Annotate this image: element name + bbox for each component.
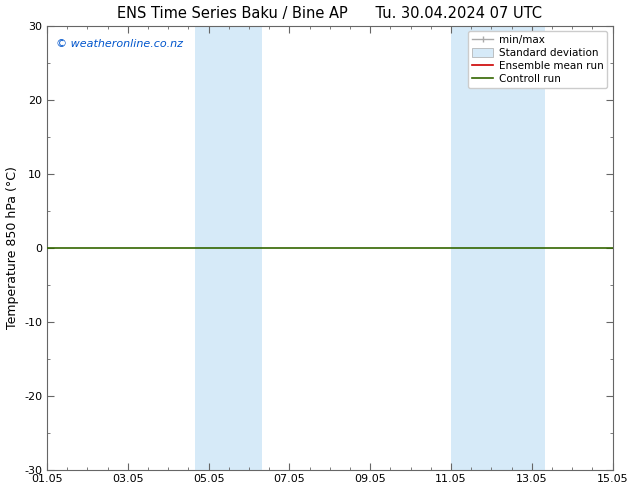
Title: ENS Time Series Baku / Bine AP      Tu. 30.04.2024 07 UTC: ENS Time Series Baku / Bine AP Tu. 30.04…: [117, 5, 542, 21]
Bar: [451, 26, 545, 469]
Y-axis label: Temperature 850 hPa (°C): Temperature 850 hPa (°C): [6, 166, 18, 329]
Legend: min/max, Standard deviation, Ensemble mean run, Controll run: min/max, Standard deviation, Ensemble me…: [469, 31, 607, 88]
Bar: [195, 26, 262, 469]
Text: © weatheronline.co.nz: © weatheronline.co.nz: [56, 39, 183, 49]
